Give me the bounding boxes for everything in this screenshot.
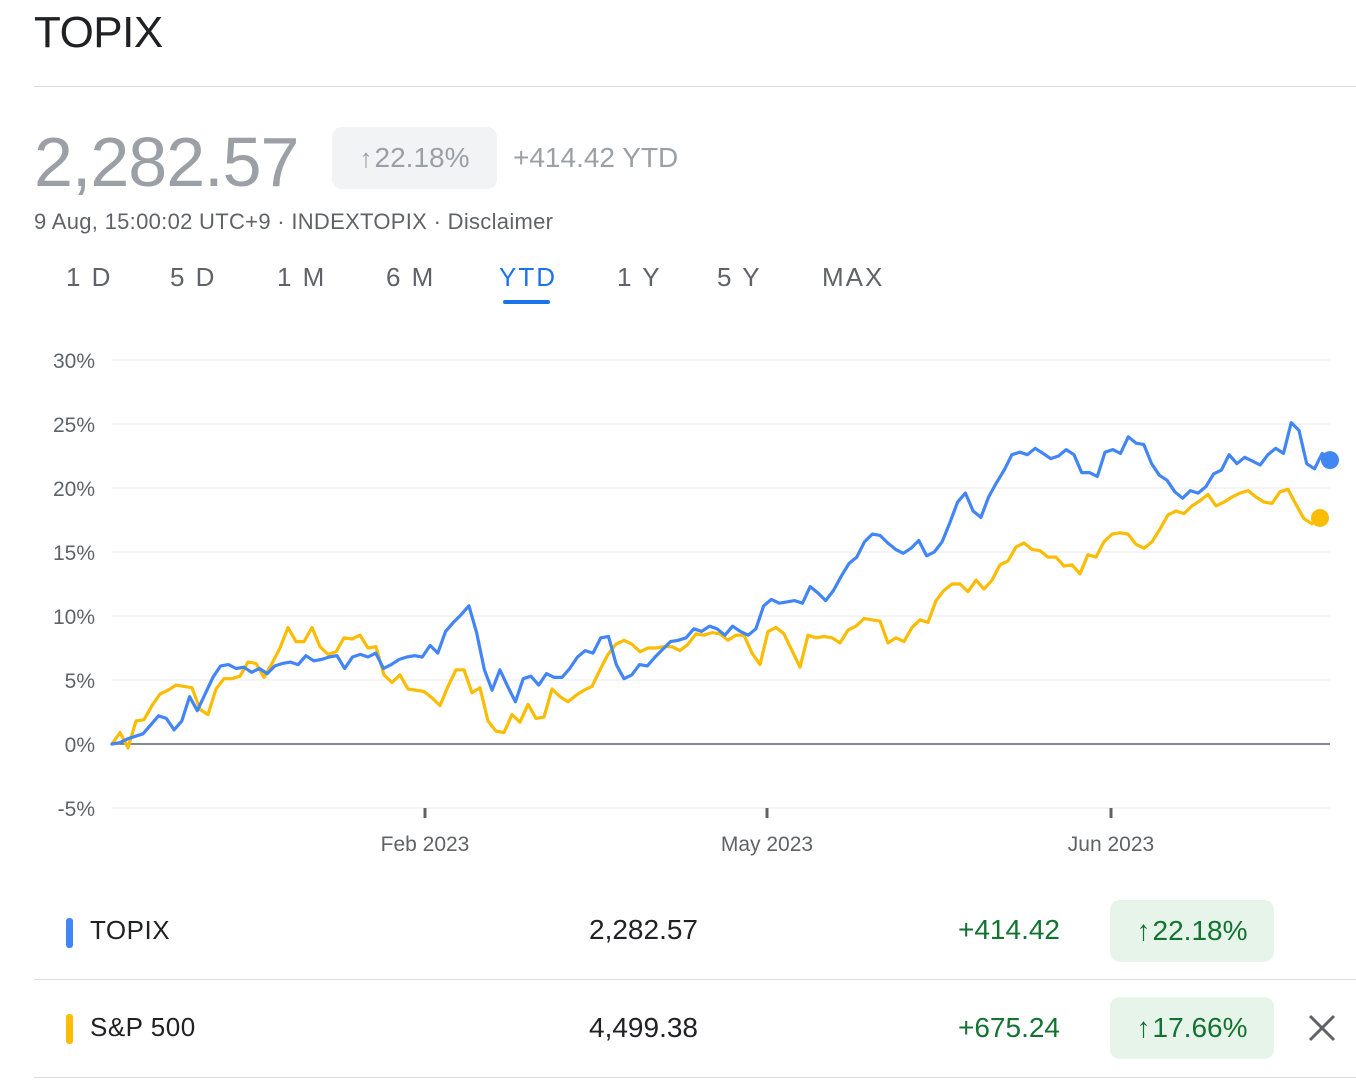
table-row: TOPIX 2,282.57 +414.42 ↑ 22.18%	[34, 882, 1356, 979]
row-percent-badge: ↑ 17.66%	[1110, 997, 1274, 1059]
percent-change-badge: ↑ 22.18%	[332, 127, 497, 189]
row-divider	[34, 1077, 1356, 1078]
y-tick-label: 20%	[53, 478, 95, 501]
row-value: 2,282.57	[589, 914, 698, 945]
tab-ytd[interactable]: YTD	[499, 262, 557, 292]
y-tick-label: 5%	[65, 670, 95, 693]
absolute-change: +414.42 YTD	[513, 142, 679, 173]
series-color-swatch	[66, 918, 73, 948]
table-row: S&P 500 4,499.38 +675.24 ↑ 17.66%	[34, 980, 1356, 1077]
row-change: +675.24	[958, 1012, 1060, 1043]
x-tick-label: Jun 2023	[1068, 833, 1154, 856]
tab-1y[interactable]: 1 Y	[617, 262, 662, 292]
active-tab-indicator	[503, 300, 550, 304]
y-tick-label: 15%	[53, 542, 95, 565]
quote-symbol: INDEXTOPIX	[291, 209, 428, 234]
series-end-point	[1321, 451, 1339, 470]
series-color-swatch	[66, 1014, 73, 1044]
series-line-sp500	[110, 487, 1322, 750]
quote-timestamp: 9 Aug, 15:00:02 UTC+9	[34, 209, 271, 234]
page-title: TOPIX	[34, 8, 163, 57]
quote-meta: 9 Aug, 15:00:02 UTC+9 · INDEXTOPIX · Dis…	[34, 209, 553, 235]
arrow-up-icon: ↑	[359, 142, 373, 173]
y-tick-label: 25%	[53, 414, 95, 437]
row-divider	[34, 979, 1356, 980]
series-line-topix	[110, 421, 1332, 746]
close-icon[interactable]	[1304, 1010, 1340, 1046]
series-end-point	[1311, 508, 1329, 527]
row-percent-value: 17.66%	[1152, 1012, 1248, 1043]
tab-5y[interactable]: 5 Y	[717, 262, 762, 292]
tab-1d[interactable]: 1 D	[66, 262, 113, 292]
comparison-line-chart: 30% 25% 20% 15% 10% 5% 0% -5% Feb 2023 May 2023 Ju…	[53, 350, 1339, 856]
row-name: TOPIX	[90, 915, 171, 945]
y-tick-label: 0%	[65, 734, 95, 757]
range-tabs: 1 D 5 D 1 M 6 M YTD 1 Y 5 Y MAX	[0, 262, 1000, 304]
y-tick-label: -5%	[58, 798, 95, 821]
row-change: +414.42	[958, 914, 1060, 945]
row-name: S&P 500	[90, 1012, 196, 1042]
row-percent-badge: ↑ 22.18%	[1110, 900, 1274, 962]
percent-change-value: 22.18%	[374, 142, 470, 173]
x-tick-label: May 2023	[721, 833, 813, 856]
disclaimer-link[interactable]: Disclaimer	[447, 209, 554, 234]
tab-max[interactable]: MAX	[822, 262, 885, 292]
header-divider	[34, 86, 1356, 87]
tab-5d[interactable]: 5 D	[170, 262, 217, 292]
row-percent-value: 22.18%	[1152, 915, 1248, 946]
arrow-up-icon: ↑	[1136, 915, 1151, 946]
tab-6m[interactable]: 6 M	[386, 262, 436, 292]
current-price: 2,282.57	[34, 123, 299, 201]
x-tick-label: Feb 2023	[381, 833, 470, 856]
y-tick-label: 30%	[53, 350, 95, 373]
meta-separator: ·	[270, 209, 292, 234]
row-value: 4,499.38	[589, 1012, 698, 1043]
y-tick-label: 10%	[53, 606, 95, 629]
arrow-up-icon: ↑	[1136, 1012, 1151, 1043]
meta-separator: ·	[427, 209, 448, 234]
tab-1m[interactable]: 1 M	[277, 262, 327, 292]
